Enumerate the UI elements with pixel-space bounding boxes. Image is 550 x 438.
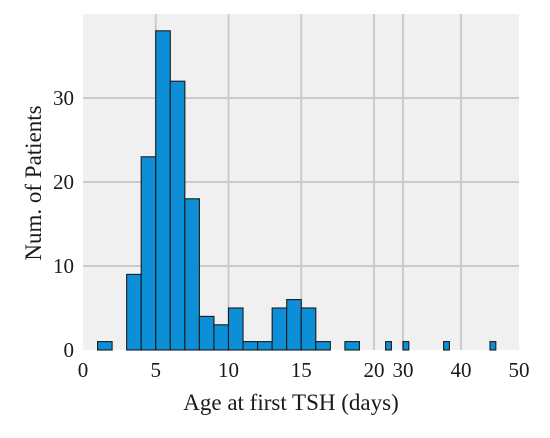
histogram-bar bbox=[169, 80, 186, 351]
x-tick-label: 0 bbox=[78, 358, 89, 382]
x-axis-title: Age at first TSH (days) bbox=[183, 390, 398, 415]
x-tick-label: 10 bbox=[218, 358, 239, 382]
histogram-bar bbox=[155, 30, 171, 351]
y-tick-label: 20 bbox=[53, 170, 74, 194]
histogram-bar bbox=[300, 307, 317, 351]
histogram-bar bbox=[97, 341, 113, 351]
x-tick-label: 50 bbox=[509, 358, 530, 382]
histogram-bar bbox=[385, 341, 392, 351]
y-tick-label: 10 bbox=[53, 254, 74, 278]
y-axis-title: Num. of Patients bbox=[21, 105, 46, 260]
histogram-bar bbox=[489, 341, 497, 351]
x-tick-label: 30 bbox=[393, 358, 414, 382]
y-tick-label: 0 bbox=[64, 338, 75, 362]
histogram-bar bbox=[227, 307, 244, 351]
histogram-bars bbox=[97, 30, 497, 351]
histogram-bar bbox=[344, 341, 360, 351]
histogram-bar bbox=[140, 156, 157, 351]
y-tick-label: 30 bbox=[53, 86, 74, 110]
histogram-bar bbox=[257, 341, 273, 351]
x-tick-labels: 0 5 10 15 20 30 40 50 bbox=[78, 358, 530, 382]
histogram-bar bbox=[271, 307, 288, 351]
x-tick-label: 20 bbox=[364, 358, 385, 382]
x-tick-label: 40 bbox=[451, 358, 472, 382]
x-tick-label: 5 bbox=[151, 358, 162, 382]
histogram-bar bbox=[242, 341, 259, 351]
histogram-bar bbox=[184, 198, 200, 351]
histogram-bar bbox=[315, 341, 331, 351]
histogram-bar bbox=[213, 324, 230, 351]
histogram-bar bbox=[443, 341, 450, 351]
x-tick-label: 15 bbox=[291, 358, 312, 382]
histogram-bar bbox=[286, 299, 302, 351]
histogram-bar bbox=[402, 341, 410, 351]
histogram-bar bbox=[126, 273, 142, 351]
histogram-bar bbox=[198, 315, 215, 351]
y-tick-labels: 0 10 20 30 bbox=[53, 86, 74, 362]
